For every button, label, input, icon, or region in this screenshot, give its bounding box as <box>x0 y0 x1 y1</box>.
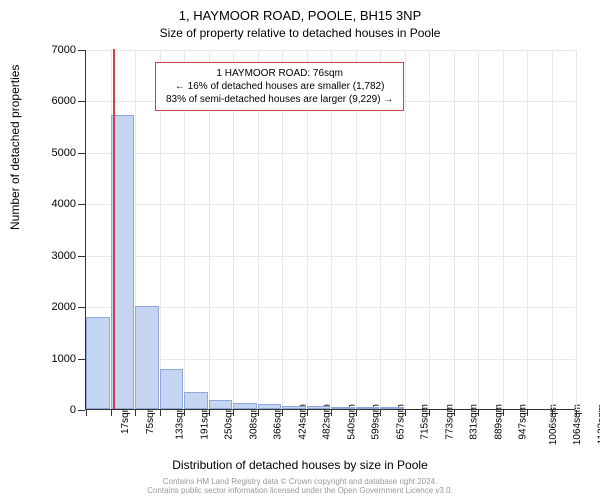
y-axis-title: Number of detached properties <box>8 65 22 230</box>
histogram-bar <box>356 407 380 409</box>
grid-line-vertical <box>478 50 479 409</box>
x-tick-label: 1122sqm <box>596 404 600 444</box>
x-tick-label: 1006sqm <box>548 404 559 445</box>
histogram-bar <box>282 406 306 409</box>
histogram-bar <box>160 369 184 409</box>
x-tick <box>503 410 504 416</box>
x-tick <box>160 410 161 416</box>
footer-line1: Contains HM Land Registry data © Crown c… <box>0 477 600 487</box>
footer-line2: Contains public sector information licen… <box>0 486 600 496</box>
y-tick-label: 6000 <box>36 95 76 107</box>
x-tick <box>86 410 87 416</box>
chart-container: 1, HAYMOOR ROAD, POOLE, BH15 3NP Size of… <box>0 0 600 500</box>
x-tick <box>135 410 136 416</box>
histogram-bar <box>86 317 110 409</box>
x-tick <box>331 410 332 416</box>
x-axis-title: Distribution of detached houses by size … <box>0 458 600 472</box>
x-tick <box>111 410 112 416</box>
histogram-bar <box>209 400 233 409</box>
y-tick-label: 3000 <box>36 250 76 262</box>
y-tick <box>78 256 85 257</box>
y-tick-label: 5000 <box>36 147 76 159</box>
y-tick <box>78 101 85 102</box>
x-tick <box>527 410 528 416</box>
histogram-bar <box>184 392 208 409</box>
y-tick <box>78 153 85 154</box>
x-tick <box>258 410 259 416</box>
chart-title-main: 1, HAYMOOR ROAD, POOLE, BH15 3NP <box>0 8 600 23</box>
x-tick <box>454 410 455 416</box>
annotation-line3: 83% of semi-detached houses are larger (… <box>166 93 393 106</box>
x-tick-label: 1064sqm <box>572 404 583 445</box>
histogram-bar <box>258 404 282 409</box>
grid-line-vertical <box>429 50 430 409</box>
grid-line-vertical <box>527 50 528 409</box>
annotation-line2: ← 16% of detached houses are smaller (1,… <box>166 80 393 93</box>
chart-footer: Contains HM Land Registry data © Crown c… <box>0 477 600 496</box>
annotation-line1: 1 HAYMOOR ROAD: 76sqm <box>166 67 393 80</box>
x-tick <box>478 410 479 416</box>
x-tick <box>405 410 406 416</box>
annotation-box: 1 HAYMOOR ROAD: 76sqm ← 16% of detached … <box>155 62 404 111</box>
y-tick <box>78 410 85 411</box>
y-tick-label: 7000 <box>36 44 76 56</box>
histogram-bar <box>331 407 355 409</box>
histogram-bar <box>135 306 159 409</box>
x-tick <box>209 410 210 416</box>
grid-line-vertical <box>576 50 577 409</box>
x-tick <box>233 410 234 416</box>
x-tick <box>380 410 381 416</box>
histogram-bar <box>380 407 404 409</box>
histogram-bar <box>307 406 331 409</box>
highlight-marker <box>113 49 115 409</box>
y-tick <box>78 50 85 51</box>
grid-line-vertical <box>454 50 455 409</box>
x-tick <box>429 410 430 416</box>
histogram-bar <box>233 403 257 409</box>
chart-title-sub: Size of property relative to detached ho… <box>0 26 600 40</box>
x-tick <box>552 410 553 416</box>
x-tick <box>356 410 357 416</box>
x-tick <box>576 410 577 416</box>
y-tick-label: 1000 <box>36 353 76 365</box>
x-tick <box>282 410 283 416</box>
y-tick <box>78 307 85 308</box>
x-tick <box>307 410 308 416</box>
grid-line-vertical <box>503 50 504 409</box>
y-tick <box>78 204 85 205</box>
y-tick <box>78 359 85 360</box>
y-tick-label: 2000 <box>36 301 76 313</box>
grid-line-vertical <box>552 50 553 409</box>
y-tick-label: 4000 <box>36 198 76 210</box>
x-tick <box>184 410 185 416</box>
y-tick-label: 0 <box>36 404 76 416</box>
grid-line-vertical <box>405 50 406 409</box>
